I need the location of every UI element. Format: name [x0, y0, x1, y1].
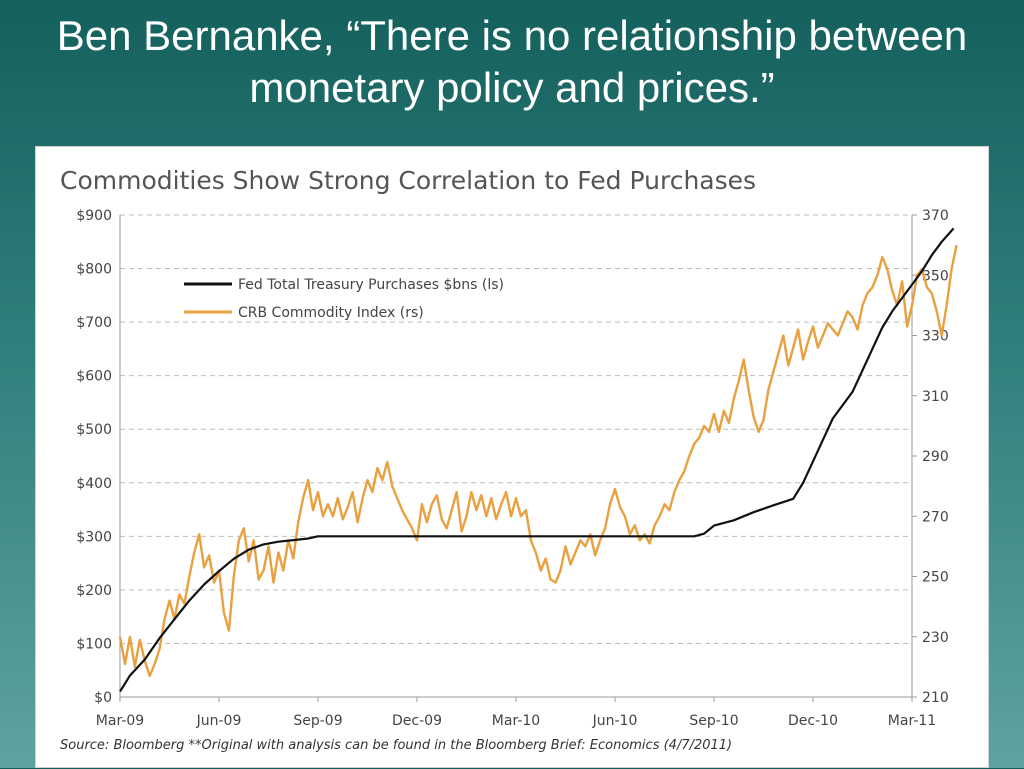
x-tick-label: Dec-09 — [392, 713, 442, 729]
left-tick-label: $700 — [76, 315, 112, 331]
right-tick-label: 370 — [922, 208, 949, 224]
series-layer — [118, 227, 958, 693]
left-tick-label: $800 — [76, 262, 112, 278]
slide-title-line-1: Ben Bernanke, “There is no relationship … — [56, 12, 968, 59]
x-tick-label: Sep-09 — [293, 713, 342, 729]
left-tick-label: $100 — [76, 636, 112, 652]
right-tick-label: 330 — [922, 329, 949, 345]
x-tick-label: Jun-10 — [592, 713, 638, 729]
chart-source-note: Source: Bloomberg **Original with analys… — [60, 738, 732, 753]
fed-purchases-line — [119, 227, 955, 693]
right-tick-label: 290 — [922, 449, 949, 465]
left-axis-ticks: $0 $100 $200 $300 $400 $500 $600 $700 $800 $900 — [76, 208, 112, 706]
x-tick-label: Mar-09 — [96, 713, 144, 729]
left-tick-label: $300 — [76, 529, 112, 545]
right-tick-label: 250 — [922, 570, 949, 586]
left-tick-label: $400 — [76, 476, 112, 492]
right-axis-ticks: 210 230 250 270 290 310 330 350 370 — [912, 208, 949, 706]
x-tick-label: Sep-10 — [689, 713, 738, 729]
right-tick-label: 230 — [922, 630, 949, 646]
x-tick-label: Jun-09 — [196, 713, 242, 729]
left-tick-label: $900 — [76, 208, 112, 224]
left-tick-label: $600 — [76, 369, 112, 385]
crb-index-line — [118, 244, 958, 678]
slide-title: Ben Bernanke, “There is no relationship … — [0, 10, 1024, 114]
right-tick-label: 310 — [922, 389, 949, 405]
x-tick-label: Mar-11 — [888, 713, 936, 729]
legend: Fed Total Treasury Purchases $bns (ls) CR… — [184, 277, 504, 321]
x-axis-ticks: Mar-09 Jun-09 Sep-09 Dec-09 Mar-10 Jun-10 Sep-… — [96, 697, 936, 729]
chart-panel: Commodities Show Strong Correlation to F… — [35, 146, 989, 768]
slide-title-line-2: monetary policy and prices.” — [249, 64, 775, 111]
left-tick-label: $200 — [76, 583, 112, 599]
commodities-fed-chart: Commodities Show Strong Correlation to F… — [60, 166, 958, 753]
gridlines — [120, 214, 912, 644]
legend-label-fed: Fed Total Treasury Purchases $bns (ls) — [238, 277, 504, 293]
left-tick-label: $500 — [76, 422, 112, 438]
x-tick-label: Dec-10 — [788, 713, 838, 729]
legend-label-crb: CRB Commodity Index (rs) — [238, 305, 424, 321]
left-tick-label: $0 — [94, 690, 112, 706]
chart-title: Commodities Show Strong Correlation to F… — [60, 166, 756, 195]
right-tick-label: 210 — [922, 690, 949, 706]
right-tick-label: 350 — [922, 268, 949, 284]
x-tick-label: Mar-10 — [492, 713, 540, 729]
right-tick-label: 270 — [922, 509, 949, 525]
